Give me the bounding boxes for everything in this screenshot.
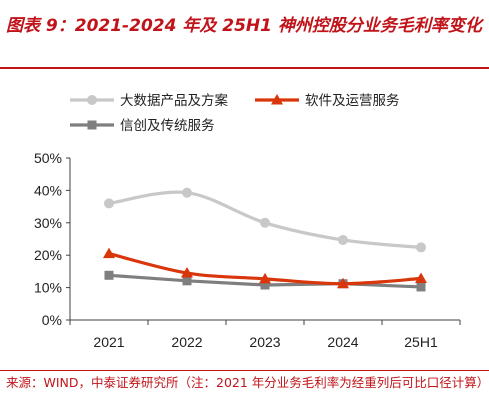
clipped-text-fragment [0,0,489,5]
legend-item-3: 信创及传统服务 [70,118,215,134]
source-divider [0,370,489,371]
x-axis: 2021 2022 2023 2024 25H1 [69,319,461,350]
data-point-series-2 [415,272,427,284]
legend-swatch-marker [87,95,97,105]
y-tick-label: 50% [34,150,62,166]
source-note: 来源：WIND，中泰证券研究所（注：2021 年分业务毛利率为经重列后可比口径计… [6,375,489,390]
x-tick-label: 2024 [327,334,358,350]
legend-label: 信创及传统服务 [120,118,215,134]
legend-swatch-marker [87,120,97,130]
data-point-series-3 [416,282,426,292]
data-point-series-3 [104,270,114,280]
y-tick-label: 40% [34,182,62,198]
y-tick-label: 20% [34,247,62,263]
x-tick-label: 2023 [249,334,280,350]
data-point-series-3 [182,276,192,286]
data-point-series-1 [104,198,114,209]
legend-swatch-marker [271,94,283,105]
data-point-series-2 [103,247,115,259]
data-point-series-1 [416,242,426,253]
y-axis: 0% 10% 20% 30% 40% 50% [34,150,71,328]
data-point-series-3 [260,280,270,290]
legend-label: 软件及运营服务 [305,93,400,109]
data-point-series-2 [259,272,271,284]
legend-label: 大数据产品及方案 [120,92,228,109]
chart-title: 图表 9：2021-2024 年及 25H1 神州控股分业务毛利率变化 [6,16,482,36]
legend-item-1: 大数据产品及方案 [70,92,228,109]
x-tick-label: 2022 [171,334,202,350]
data-point-series-2 [181,267,193,278]
y-tick-label: 10% [34,280,62,296]
title-divider [0,67,489,69]
plot-area [103,187,427,292]
legend-item-2: 软件及运营服务 [255,93,400,109]
data-point-series-1 [260,217,270,228]
x-tick-label: 25H1 [404,334,438,350]
x-tick-label: 2021 [93,334,124,350]
data-point-series-1 [182,187,192,198]
data-point-series-2 [337,277,349,289]
y-tick-label: 30% [34,215,62,231]
y-tick-label: 0% [42,312,62,328]
data-point-series-1 [338,234,348,245]
